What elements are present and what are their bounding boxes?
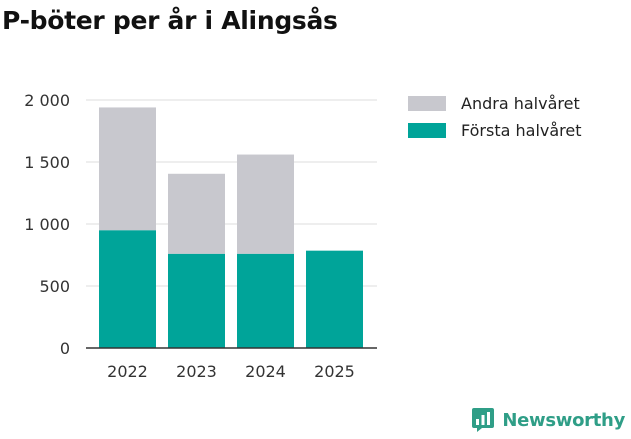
bar-2023-andra [168, 173, 225, 254]
x-axis-ticks: 2022 2023 2024 2025 [107, 362, 355, 381]
legend-swatch-andra [408, 96, 446, 111]
y-tick-label: 500 [39, 277, 70, 296]
y-tick-label: 2 000 [24, 91, 70, 110]
x-tick-label: 2022 [107, 362, 148, 381]
chart-title: P-böter per år i Alingsås [2, 6, 338, 35]
bar-2024-andra [237, 154, 294, 254]
bar-2022-andra [99, 107, 156, 231]
y-tick-label: 0 [60, 339, 70, 358]
y-tick-label: 1 000 [24, 215, 70, 234]
bar-chart-speech-bubble-icon [472, 408, 495, 432]
bar-2024-forsta [237, 253, 294, 348]
bars [99, 107, 363, 348]
brand-name: Newsworthy [502, 409, 625, 431]
legend-item-andra: Andra halvåret [408, 90, 582, 117]
x-tick-label: 2025 [314, 362, 355, 381]
legend-label-forsta: Första halvåret [461, 121, 582, 140]
bar-2023-forsta [168, 253, 225, 348]
legend-swatch-forsta [408, 123, 446, 138]
legend-label-andra: Andra halvåret [461, 94, 580, 113]
x-tick-label: 2023 [176, 362, 217, 381]
bar-2025-forsta [306, 250, 363, 348]
legend-item-forsta: Första halvåret [408, 117, 582, 144]
bar-2022-forsta [99, 230, 156, 348]
x-tick-label: 2024 [245, 362, 286, 381]
legend: Andra halvåret Första halvåret [408, 90, 582, 144]
y-tick-label: 1 500 [24, 153, 70, 172]
y-axis-ticks: 0 500 1 000 1 500 2 000 [24, 91, 70, 358]
brand-logo: Newsworthy [471, 407, 625, 433]
